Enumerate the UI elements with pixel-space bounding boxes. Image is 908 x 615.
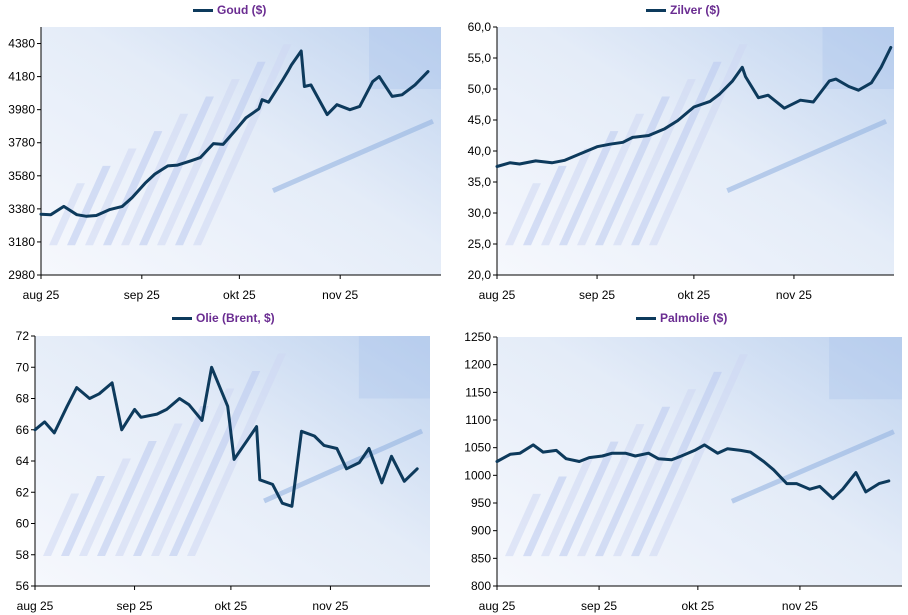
x-tick-label: aug 25: [17, 599, 54, 613]
x-tick-label: sep 25: [124, 288, 160, 302]
x-tick-label: nov 25: [776, 288, 812, 302]
y-tick-label: 45,0: [468, 113, 492, 127]
legend: Olie (Brent, $): [172, 311, 275, 325]
legend-label: Goud ($): [217, 3, 267, 17]
y-tick-label: 55,0: [468, 51, 492, 65]
legend: Palmolie ($): [636, 311, 727, 325]
y-tick-label: 56: [16, 579, 30, 593]
y-tick-label: 1150: [465, 385, 491, 399]
legend-label: Palmolie ($): [660, 311, 728, 325]
y-tick-label: 3580: [8, 169, 35, 183]
y-tick-label: 68: [16, 392, 30, 406]
legend: Goud ($): [193, 3, 266, 17]
y-tick-label: 60: [16, 517, 30, 531]
y-tick-label: 1200: [464, 358, 491, 372]
y-tick-label: 40,0: [468, 144, 492, 158]
plot-background: [497, 27, 894, 275]
x-tick-label: okt 25: [215, 599, 248, 613]
chart-svg: 56 58 60 62 64 66 68 70 72 aug 25 sep 25 okt 25 nov …: [16, 329, 430, 613]
y-tick-label: 30,0: [468, 206, 492, 220]
x-tick-label: aug 25: [23, 288, 60, 302]
x-tick-label: nov 25: [322, 288, 358, 302]
y-tick-label: 3780: [8, 136, 35, 150]
chart-panel: 20,0 25,0 30,0 35,0 40,0 45,0 50,0 55,0 60,0 aug …: [454, 0, 908, 308]
x-tick-label: aug 25: [479, 288, 516, 302]
plot-background: [35, 336, 430, 586]
y-tick-label: 66: [16, 423, 30, 437]
legend-label: Zilver ($): [670, 3, 721, 17]
y-tick-label: 3180: [8, 235, 35, 249]
legend-swatch: [193, 8, 213, 12]
legend-swatch: [646, 8, 666, 12]
legend-swatch: [172, 316, 192, 320]
y-tick-label: 1050: [464, 441, 491, 455]
y-tick-label: 3980: [8, 103, 35, 117]
plot-background: [41, 27, 441, 275]
series-line: [495, 443, 891, 501]
y-tick-label: 72: [16, 329, 30, 343]
y-tick-label: 1250: [464, 330, 491, 344]
legend-swatch: [636, 316, 656, 320]
y-tick-label: 62: [16, 485, 30, 499]
series-line: [39, 49, 430, 218]
y-tick-label: 50,0: [468, 82, 492, 96]
x-tick-label: sep 25: [581, 599, 617, 613]
y-tick-label: 70: [16, 360, 30, 374]
x-tick-label: sep 25: [579, 288, 615, 302]
chart-panel: 2980 3180 3380 3580 3780 3980 4180 4380 aug 25 se…: [0, 0, 450, 308]
y-tick-label: 4380: [8, 37, 35, 51]
x-tick-label: okt 25: [678, 288, 711, 302]
y-tick-label: 1000: [464, 468, 491, 482]
y-tick-label: 3380: [8, 202, 35, 216]
chart-svg: 2980 3180 3380 3580 3780 3980 4180 4380 aug 25 se…: [8, 27, 441, 302]
y-tick-label: 2980: [8, 268, 35, 282]
x-tick-label: nov 25: [782, 599, 818, 613]
chart-svg: 20,0 25,0 30,0 35,0 40,0 45,0 50,0 55,0 60,0 aug …: [468, 20, 894, 302]
y-tick-label: 1100: [465, 413, 491, 427]
x-tick-label: sep 25: [117, 599, 153, 613]
y-tick-label: 58: [16, 548, 30, 562]
x-tick-label: okt 25: [682, 599, 715, 613]
y-tick-label: 25,0: [468, 237, 492, 251]
y-tick-label: 800: [471, 579, 491, 593]
y-tick-label: 35,0: [468, 175, 492, 189]
x-tick-label: okt 25: [223, 288, 256, 302]
plot-background: [497, 337, 902, 586]
y-tick-label: 900: [471, 524, 491, 538]
y-tick-label: 4180: [8, 70, 35, 84]
y-tick-label: 20,0: [468, 268, 492, 282]
x-tick-label: nov 25: [312, 599, 348, 613]
series-line: [33, 365, 419, 508]
y-tick-label: 850: [471, 551, 491, 565]
chart-panel: 56 58 60 62 64 66 68 70 72 aug 25 sep 25 okt 25 nov …: [0, 308, 450, 615]
series-line: [495, 46, 893, 168]
x-tick-label: aug 25: [479, 599, 516, 613]
legend-label: Olie (Brent, $): [196, 311, 275, 325]
y-tick-label: 950: [471, 496, 491, 510]
chart-svg: 800 850 900 950 1000 1050 1100 1150 1200 1250 aug …: [464, 330, 902, 613]
chart-panel: 800 850 900 950 1000 1050 1100 1150 1200 1250 aug …: [454, 308, 908, 615]
y-tick-label: 64: [16, 454, 30, 468]
legend: Zilver ($): [646, 3, 720, 17]
y-tick-label: 60,0: [468, 20, 492, 34]
